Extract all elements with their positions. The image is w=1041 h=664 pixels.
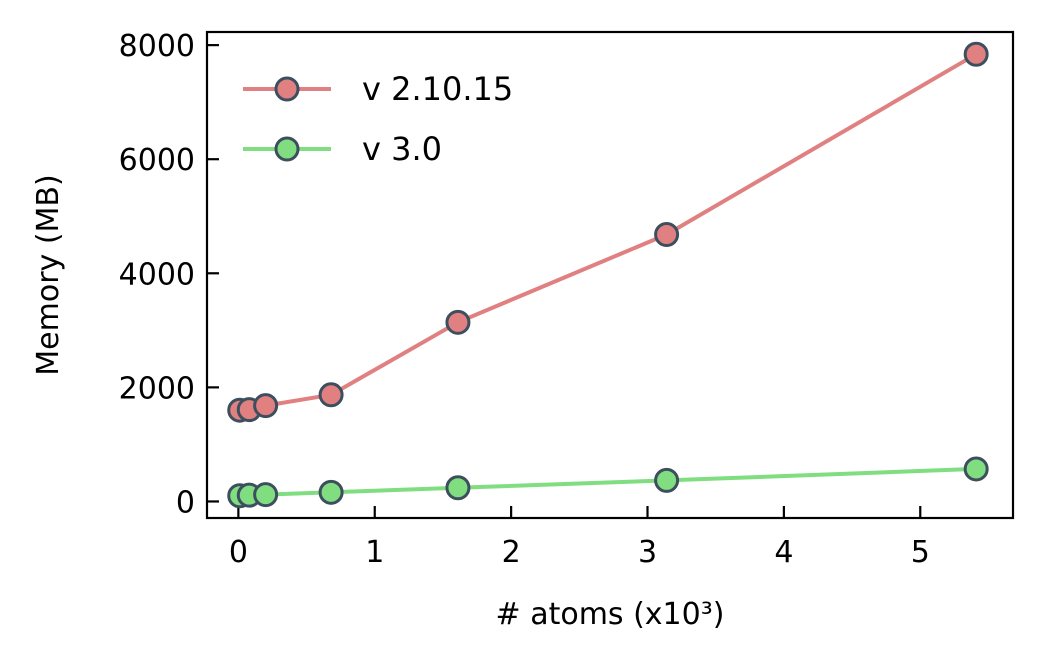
data-point (318, 382, 344, 408)
legend-marker (274, 136, 300, 162)
legend-item: v 3.0 (243, 130, 442, 168)
x-tick-label: 4 (774, 535, 793, 570)
x-tick-label: 0 (229, 535, 248, 570)
series-1 (227, 41, 989, 423)
y-tick-label: 2000 (119, 371, 195, 406)
series-line (239, 52, 978, 413)
series-line (239, 466, 977, 498)
x-axis-label: # atoms (x10³) (496, 597, 725, 632)
x-tick-label: 1 (365, 535, 384, 570)
data-point (963, 456, 989, 482)
series-layer (227, 41, 989, 509)
data-point (445, 475, 471, 501)
data-point (318, 479, 344, 505)
axes: 0 1 2 3 4 5 0 2000 4000 6000 8000 (119, 29, 1015, 570)
x-tick-label: 2 (502, 535, 521, 570)
x-tick-label: 5 (911, 535, 930, 570)
y-tick-label: 0 (176, 485, 195, 520)
y-tick-label: 6000 (119, 143, 195, 178)
data-point (654, 222, 680, 247)
legend: v 2.10.15 v 3.0 (243, 70, 513, 168)
legend-label: v 3.0 (362, 130, 442, 168)
data-point (963, 41, 989, 67)
legend-label: v 2.10.15 (362, 70, 513, 108)
x-tick-label: 3 (638, 535, 657, 570)
data-point (253, 393, 279, 419)
y-tick-label: 8000 (119, 29, 195, 64)
y-tick-label: 4000 (119, 257, 195, 292)
data-point (253, 482, 279, 508)
y-axis-label: Memory (MB) (31, 174, 66, 375)
legend-item: v 2.10.15 (243, 70, 513, 108)
plot-frame (205, 30, 1015, 520)
series-2 (227, 456, 989, 509)
legend-marker (274, 76, 300, 102)
data-point (445, 309, 471, 335)
data-point (654, 467, 680, 493)
